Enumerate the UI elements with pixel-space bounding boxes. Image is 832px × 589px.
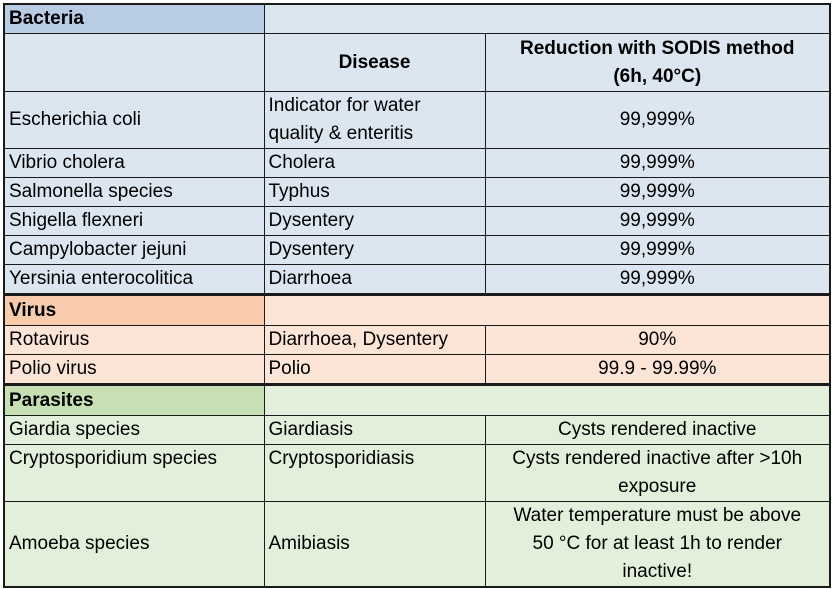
reduction-header-line1: Reduction with SODIS method: [520, 37, 795, 59]
disease-cell[interactable]: Dysentery: [263, 206, 486, 236]
reduction-line1: Water temperature must be above: [513, 505, 802, 526]
table-row: Cryptosporidium species Cryptosporidiasi…: [3, 444, 831, 502]
empty-cell[interactable]: [263, 293, 831, 326]
table-row: Rotavirus Diarrhoea, Dysentery 90%: [3, 325, 831, 355]
organism-cell[interactable]: Shigella flexneri: [3, 206, 265, 236]
table-row: Giardia species Giardiasis Cysts rendere…: [3, 415, 831, 445]
organism-cell[interactable]: Campylobacter jejuni: [3, 235, 265, 265]
disease-cell[interactable]: Giardiasis: [263, 415, 486, 445]
reduction-cell[interactable]: 99,999%: [484, 91, 831, 149]
disease-cell[interactable]: Cryptosporidiasis: [263, 444, 486, 502]
table-row: Yersinia enterocolitica Diarrhoea 99,999…: [3, 264, 831, 295]
virus-section-label[interactable]: Virus: [3, 293, 265, 326]
header-row: Disease Reduction with SODIS method (6h,…: [3, 33, 831, 92]
reduction-cell[interactable]: Water temperature must be above 50 °C fo…: [484, 501, 831, 588]
reduction-cell[interactable]: 99,999%: [484, 264, 831, 295]
organism-cell[interactable]: Salmonella species: [3, 177, 265, 207]
sodis-pathogen-table: Bacteria Disease Reduction with SODIS me…: [3, 3, 831, 588]
disease-cell[interactable]: Dysentery: [263, 235, 486, 265]
table-row: Polio virus Polio 99.9 - 99.99%: [3, 354, 831, 385]
organism-cell[interactable]: Vibrio cholera: [3, 148, 265, 178]
reduction-line2: 50 °C for at least 1h to render: [532, 533, 782, 554]
disease-line1: Indicator for water: [268, 95, 421, 116]
bacteria-section-row: Bacteria: [3, 3, 831, 34]
disease-line2: quality & enteritis: [268, 123, 414, 144]
table-row: Campylobacter jejuni Dysentery 99,999%: [3, 235, 831, 265]
reduction-cell[interactable]: 90%: [484, 325, 831, 355]
table-row: Amoeba species Amibiasis Water temperatu…: [3, 501, 831, 588]
organism-cell[interactable]: Giardia species: [3, 415, 265, 445]
reduction-line2: exposure: [618, 476, 697, 497]
organism-cell[interactable]: Cryptosporidium species: [3, 444, 265, 502]
disease-cell[interactable]: Amibiasis: [263, 501, 486, 588]
table-row: Vibrio cholera Cholera 99,999%: [3, 148, 831, 178]
reduction-cell[interactable]: Cysts rendered inactive: [484, 415, 831, 445]
organism-cell[interactable]: Yersinia enterocolitica: [3, 264, 265, 295]
empty-cell[interactable]: [263, 3, 831, 34]
virus-section-row: Virus: [3, 293, 831, 326]
table-row: Shigella flexneri Dysentery 99,999%: [3, 206, 831, 236]
reduction-cell[interactable]: 99,999%: [484, 206, 831, 236]
reduction-cell[interactable]: 99,999%: [484, 235, 831, 265]
disease-cell[interactable]: Cholera: [263, 148, 486, 178]
organism-cell[interactable]: Amoeba species: [3, 501, 265, 588]
table-row: Escherichia coli Indicator for water qua…: [3, 91, 831, 149]
empty-cell[interactable]: [263, 383, 831, 416]
parasites-section-label[interactable]: Parasites: [3, 383, 265, 416]
sodis-table-sheet: Bacteria Disease Reduction with SODIS me…: [3, 3, 831, 588]
reduction-header-line2: (6h, 40°C): [613, 65, 702, 87]
disease-cell[interactable]: Polio: [263, 354, 486, 385]
empty-header-cell[interactable]: [3, 33, 265, 92]
parasites-section-row: Parasites: [3, 383, 831, 416]
organism-cell[interactable]: Escherichia coli: [3, 91, 265, 149]
organism-cell[interactable]: Polio virus: [3, 354, 265, 385]
reduction-line3: inactive!: [622, 561, 693, 582]
disease-cell[interactable]: Diarrhoea, Dysentery: [263, 325, 486, 355]
disease-cell[interactable]: Indicator for water quality & enteritis: [263, 91, 486, 149]
reduction-line1: Cysts rendered inactive after >10h: [512, 448, 803, 469]
reduction-column-header[interactable]: Reduction with SODIS method (6h, 40°C): [484, 33, 831, 92]
reduction-cell[interactable]: 99.9 - 99.99%: [484, 354, 831, 385]
bacteria-section-label[interactable]: Bacteria: [3, 3, 265, 34]
disease-cell[interactable]: Diarrhoea: [263, 264, 486, 295]
disease-cell[interactable]: Typhus: [263, 177, 486, 207]
reduction-line1: Cysts rendered inactive: [557, 419, 757, 440]
table-row: Salmonella species Typhus 99,999%: [3, 177, 831, 207]
reduction-cell[interactable]: 99,999%: [484, 148, 831, 178]
organism-cell[interactable]: Rotavirus: [3, 325, 265, 355]
disease-column-header[interactable]: Disease: [263, 33, 486, 92]
reduction-cell[interactable]: 99,999%: [484, 177, 831, 207]
reduction-cell[interactable]: Cysts rendered inactive after >10h expos…: [484, 444, 831, 502]
